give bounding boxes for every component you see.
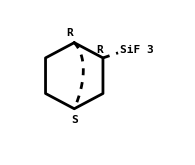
Text: SiF 3: SiF 3 — [120, 45, 153, 55]
Text: R: R — [66, 28, 73, 37]
Text: R: R — [97, 45, 103, 55]
Text: S: S — [71, 115, 78, 125]
